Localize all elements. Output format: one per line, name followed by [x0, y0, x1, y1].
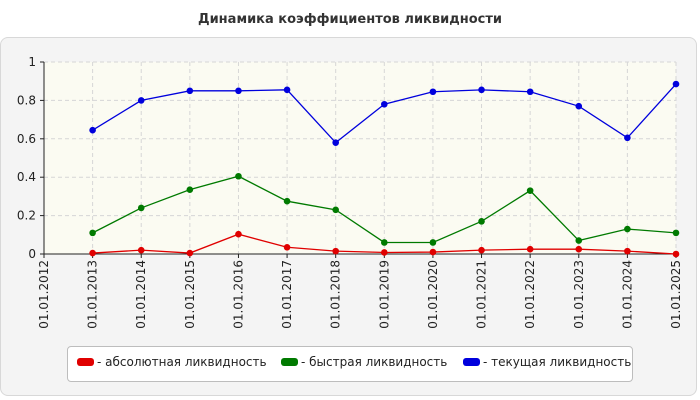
data-point [283, 86, 291, 94]
legend-item-current: - текущая ликвидность [463, 355, 631, 369]
data-point [137, 97, 145, 104]
x-tick-label: 01.01.2025 [669, 260, 683, 329]
data-point [235, 87, 242, 95]
data-point [429, 239, 437, 246]
legend-item-absolute: - абсолютная ликвидность [77, 355, 267, 369]
data-point [429, 88, 437, 96]
data-point [283, 197, 291, 205]
legend-label-current: - текущая ликвидность [483, 355, 632, 369]
y-tick-label: 0.8 [17, 93, 36, 107]
legend-swatch-quick [281, 358, 298, 366]
data-point [137, 246, 145, 254]
data-point [672, 229, 680, 237]
plot-area [44, 62, 676, 254]
data-point [186, 87, 194, 95]
data-point [381, 100, 388, 108]
chart-legend: - абсолютная ликвидность - быстрая ликви… [67, 346, 633, 382]
x-tick-label: 01.01.2020 [426, 260, 440, 329]
x-tick-label: 01.01.2015 [183, 260, 197, 329]
y-tick-label: 0.4 [17, 170, 36, 184]
legend-item-quick: - быстрая ликвидность [281, 355, 447, 369]
data-point [235, 172, 242, 180]
data-point [624, 134, 631, 142]
data-point [89, 126, 96, 134]
data-point [526, 187, 534, 194]
data-point [575, 237, 583, 244]
data-point [672, 80, 680, 88]
data-point [624, 225, 631, 233]
x-tick-label: 01.01.2024 [620, 260, 634, 329]
x-tick-label: 01.01.2018 [329, 260, 343, 329]
x-tick-label: 01.01.2019 [377, 260, 391, 329]
legend-swatch-absolute [77, 358, 94, 366]
data-point [478, 246, 485, 254]
data-point [429, 248, 437, 256]
x-tick-label: 01.01.2022 [523, 260, 537, 329]
x-tick-label: 01.01.2016 [231, 260, 245, 329]
data-point [526, 245, 534, 253]
data-point [478, 86, 485, 94]
data-point [89, 249, 96, 257]
data-point [186, 186, 194, 193]
data-point [624, 247, 631, 255]
y-tick-label: 0 [28, 247, 36, 261]
data-point [672, 250, 680, 258]
legend-swatch-current [463, 358, 480, 366]
y-tick-label: 1 [28, 55, 36, 69]
data-point [89, 229, 96, 237]
chart-title: Динамика коэффициентов ликвидности [198, 12, 502, 27]
x-tick-label: 01.01.2021 [475, 260, 489, 329]
data-point [332, 139, 339, 146]
data-point [575, 102, 583, 110]
data-point [186, 249, 194, 257]
data-point [381, 249, 388, 256]
data-point [332, 206, 339, 214]
data-point [137, 204, 145, 212]
y-tick-label: 0.2 [17, 209, 36, 223]
y-tick-label: 0.6 [17, 132, 36, 146]
x-tick-label: 01.01.2014 [134, 260, 148, 329]
x-tick-label: 01.01.2017 [280, 260, 294, 329]
data-point [235, 230, 242, 238]
legend-label-quick: - быстрая ликвидность [301, 355, 448, 369]
x-tick-label: 01.01.2012 [37, 260, 51, 329]
data-point [332, 247, 339, 255]
data-point [381, 239, 388, 246]
legend-label-absolute: - абсолютная ликвидность [97, 355, 267, 369]
data-point [575, 245, 583, 253]
x-tick-label: 01.01.2013 [86, 260, 100, 329]
x-tick-label: 01.01.2023 [572, 260, 586, 329]
data-point [526, 88, 534, 96]
data-point [478, 218, 485, 225]
data-point [283, 243, 291, 251]
